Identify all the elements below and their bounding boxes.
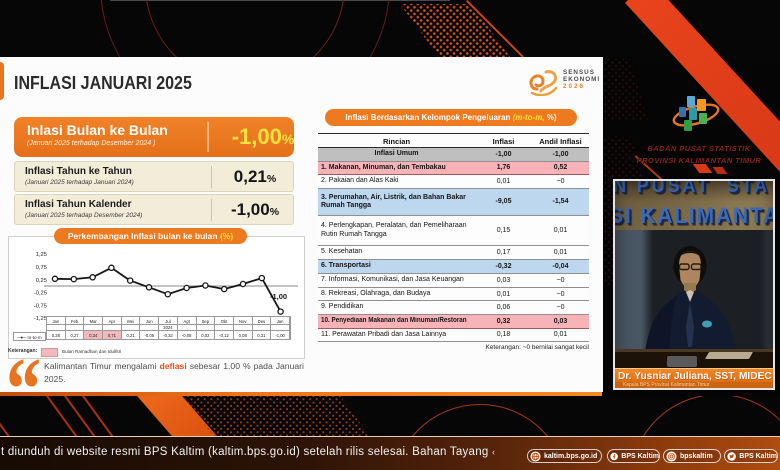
svg-text:-1,00: -1,00 bbox=[270, 292, 287, 301]
svg-text:-0,25: -0,25 bbox=[34, 291, 47, 297]
svg-text:1,25: 1,25 bbox=[36, 252, 47, 258]
svg-text:-1,25: -1,25 bbox=[34, 316, 47, 322]
svg-text:0,25: 0,25 bbox=[36, 278, 47, 284]
svg-text:0,75: 0,75 bbox=[36, 265, 47, 271]
svg-text:-0,75: -0,75 bbox=[34, 303, 47, 309]
